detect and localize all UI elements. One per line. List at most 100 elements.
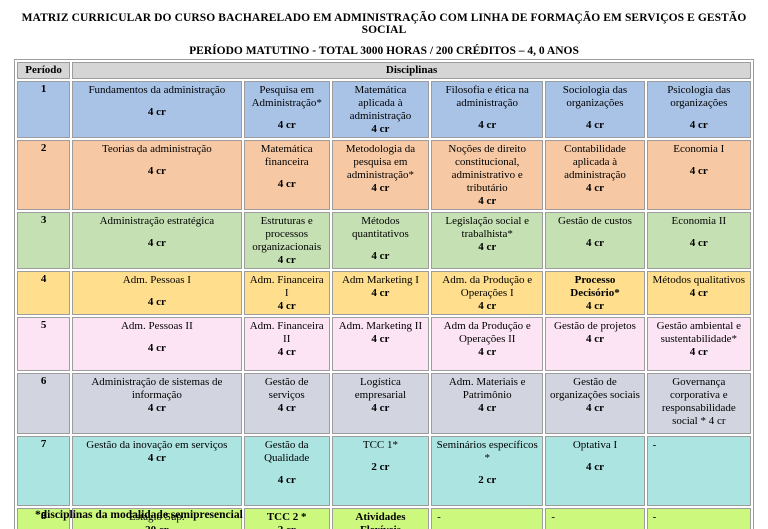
discipline-cell: Governança corporativa e responsabilidad… (646, 372, 751, 434)
credits-label: 2 cr (371, 460, 390, 473)
discipline-name: - (652, 510, 657, 523)
credits-label: 4 cr (689, 164, 708, 177)
discipline-name: Contabilidade aplicada à administração (564, 142, 626, 181)
discipline-cell: Estágio Sup.20 cr (72, 507, 242, 529)
discipline-cell: Gestão de custos 4 cr (545, 211, 645, 269)
discipline-cell: Filosofia e ética na administração 4 cr (431, 81, 544, 138)
credits-label: 4 cr (277, 345, 296, 358)
credits-label: 4 cr (585, 401, 604, 414)
discipline-name: Adm da Produção e Operações II (443, 319, 531, 345)
discipline-cell: Psicologia das organizações 4 cr (646, 81, 751, 138)
credits-label: 4 cr (277, 253, 296, 266)
discipline-name: Pesquisa em Administração* (251, 84, 322, 109)
discipline-name: Sociologia das organizações (562, 84, 628, 109)
discipline-name: Gestão da inovação em serviços (86, 438, 228, 451)
discipline-name: Teorias da administração (101, 142, 212, 155)
discipline-name: Gestão da Qualidade (264, 438, 310, 464)
discipline-name: Métodos qualitativos (652, 273, 746, 286)
discipline-name: Adm. Marketing II (338, 319, 423, 332)
credits-label: 4 cr (585, 181, 604, 194)
footnote: *disciplinas da modalidade semipresencia… (35, 509, 243, 521)
period-cell: 8 (17, 507, 71, 529)
discipline-cell: Adm. Pessoas I 4 cr (72, 270, 242, 315)
credits-label: 4 cr (147, 401, 166, 414)
discipline-cell: Metodologia da pesquisa em administração… (331, 139, 430, 210)
discipline-name: Gestão de projetos (554, 319, 636, 332)
credits-label: 4 cr (371, 286, 390, 299)
table-row: 5 Adm. Pessoas II 4 cr Adm. Financeira II 4 … (17, 316, 751, 371)
credits-label: 4 cr (147, 295, 166, 308)
credits-label: 4 cr (371, 249, 390, 262)
credits-label: 4 cr (277, 177, 296, 190)
discipline-cell: Legislação social e trabalhista* 4 cr (431, 211, 544, 269)
discipline-name: Estruturas e processos organizacionais (252, 214, 322, 253)
discipline-name: Gestão de custos (558, 214, 632, 227)
discipline-cell: Estruturas e processos organizacionais 4 … (243, 211, 330, 269)
credits-label: 4 cr (147, 451, 166, 464)
discipline-name: Adm Marketing I (341, 273, 419, 286)
discipline-name: Legislação social e trabalhista* (445, 214, 530, 240)
discipline-cell: TCC 2 *2 cr (243, 507, 330, 529)
credits-label: 4 cr (147, 164, 166, 177)
discipline-name: Adm. Pessoas II (120, 319, 193, 332)
discipline-cell: Processo Decisório* 4 cr (545, 270, 645, 315)
credits-label: 4 cr (277, 473, 296, 486)
credits-label: 4 cr (689, 345, 708, 358)
table-row: 1 Fundamentos da administração 4 cr Pesquis… (17, 81, 751, 138)
discipline-name: Seminários específicos * (436, 438, 538, 464)
table-row: 6 Administração de sistemas de informação… (17, 372, 751, 434)
discipline-cell: Métodos quantitativos 4 cr (331, 211, 430, 269)
discipline-cell: - (646, 507, 751, 529)
discipline-cell: Noções de direito constitucional, admini… (431, 139, 544, 210)
discipline-cell: Optativa I 4 cr (545, 435, 645, 506)
discipline-cell: Gestão de organizações sociais 4 cr (545, 372, 645, 434)
credits-label: 4 cr (371, 332, 390, 345)
discipline-name: Governança corporativa e responsabilidad… (661, 375, 736, 427)
credits-label: 4 cr (147, 105, 166, 118)
discipline-name: Administração de sistemas de informação (91, 375, 223, 401)
discipline-name: - (551, 510, 556, 523)
discipline-name: Matemática aplicada à administração (349, 84, 412, 122)
discipline-name: Noções de direito constitucional, admini… (448, 142, 526, 194)
document-subtitle: PERÍODO MATUTINO - TOTAL 3000 HORAS / 20… (189, 45, 579, 57)
discipline-cell: TCC 1* 2 cr (331, 435, 430, 506)
discipline-cell: Logística empresarial 4 cr (331, 372, 430, 434)
credits-label: 4 cr (478, 401, 497, 414)
discipline-name: Métodos quantitativos (352, 214, 409, 240)
credits-label: 4 cr (371, 122, 390, 135)
discipline-cell: Matemática financeira 4 cr (243, 139, 330, 210)
discipline-cell: Atividades Flexíveis18 cr (331, 507, 430, 529)
table-row: 3 Administração estratégica 4 cr Estruturas… (17, 211, 751, 269)
period-cell: 3 (17, 211, 71, 269)
discipline-name: Economia I (673, 142, 725, 155)
discipline-name: TCC 2 * (266, 510, 307, 523)
table-row: 2 Teorias da administração 4 cr Matemática … (17, 139, 751, 210)
credits-label: 2 cr (478, 473, 497, 486)
discipline-name: Psicologia das organizações (667, 84, 731, 109)
discipline-cell: Contabilidade aplicada à administração 4 … (545, 139, 645, 210)
discipline-cell: Gestão ambiental e sustentabilidade* 4 cr (646, 316, 751, 371)
discipline-cell: Economia II 4 cr (646, 211, 751, 269)
discipline-cell: Seminários específicos * 2 cr (431, 435, 544, 506)
period-cell: 7 (17, 435, 71, 506)
discipline-cell: Administração de sistemas de informação 4… (72, 372, 242, 434)
document-title: MATRIZ CURRICULAR DO CURSO BACHARELADO E… (21, 12, 747, 36)
credits-label: 4 cr (689, 286, 708, 299)
discipline-name: Filosofia e ética na administração (445, 84, 529, 109)
discipline-name: Fundamentos da administração (88, 84, 226, 96)
discipline-cell: Adm. Pessoas II 4 cr (72, 316, 242, 371)
discipline-cell: Gestão de projetos 4 cr (545, 316, 645, 371)
discipline-cell: Economia I 4 cr (646, 139, 751, 210)
period-cell: 6 (17, 372, 71, 434)
discipline-cell: Gestão da inovação em serviços 4 cr (72, 435, 242, 506)
discipline-cell: Teorias da administração 4 cr (72, 139, 242, 210)
credits-label: 4 cr (689, 118, 708, 131)
credits-label: 4 cr (478, 118, 497, 131)
discipline-cell: Adm da Produção e Operações II 4 cr (431, 316, 544, 371)
credits-label: 4 cr (585, 460, 604, 473)
period-cell: 1 (17, 81, 71, 138)
